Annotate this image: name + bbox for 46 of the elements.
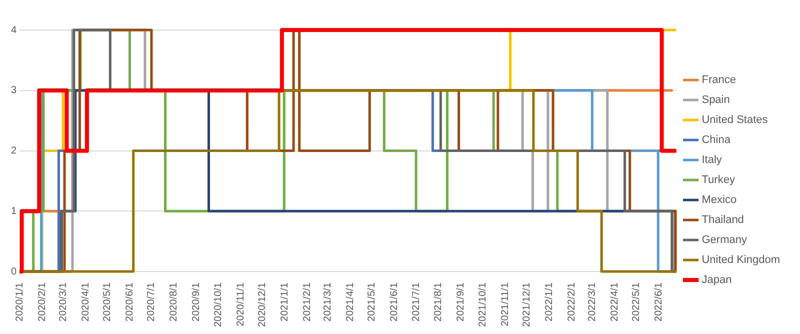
x-tick-label: 2022/6/1 — [654, 282, 665, 322]
x-tick-label: 2020/9/1 — [191, 282, 202, 322]
x-tick-label: 2021/3/1 — [322, 282, 334, 322]
y-tick-label: 0 — [11, 266, 17, 278]
legend-label: France — [702, 74, 736, 86]
legend-label: United States — [702, 114, 768, 126]
x-tick-label: 2021/11/1 — [500, 282, 511, 326]
x-tick-label: 2020/12/1 — [257, 282, 268, 328]
y-tick-label: 4 — [11, 24, 17, 36]
x-tick-label: 2022/2/1 — [566, 282, 578, 322]
x-tick-label: 2020/3/1 — [58, 282, 69, 322]
x-tick-label: 2021/6/1 — [389, 282, 400, 322]
x-tick-label: 2021/8/1 — [433, 282, 444, 322]
x-tick-label: 2020/1/1 — [14, 282, 26, 322]
legend-label: China — [702, 134, 732, 146]
x-tick-label: 2021/10/1 — [477, 282, 488, 328]
x-tick-label: 2022/3/1 — [586, 282, 598, 322]
x-tick-label: 2021/5/1 — [366, 282, 378, 322]
y-tick-label: 1 — [11, 206, 17, 217]
x-tick-label: 2021/1/1 — [280, 282, 291, 322]
y-tick-label: 3 — [11, 85, 17, 96]
x-tick-label: 2020/2/1 — [36, 282, 48, 322]
x-tick-label: 2021/4/1 — [344, 282, 356, 322]
x-tick-label: 2020/8/1 — [168, 282, 180, 322]
x-tick-label: 2022/1/1 — [544, 282, 556, 322]
x-tick-label: 2022/5/1 — [631, 282, 642, 322]
x-tick-label: 2022/4/1 — [609, 282, 620, 322]
x-tick-label: 2021/7/1 — [410, 282, 422, 322]
legend-label: Spain — [702, 94, 730, 106]
x-tick-label: 2020/10/1 — [212, 282, 224, 328]
x-tick-label: 2021/12/1 — [522, 282, 533, 328]
legend-label: Japan — [702, 274, 732, 286]
x-tick-label: 2020/6/1 — [124, 282, 136, 322]
x-tick-label: 2020/5/1 — [102, 282, 114, 322]
legend-label: Mexico — [702, 194, 737, 206]
legend-label: United Kingdom — [702, 254, 780, 266]
x-tick-label: 2021/2/1 — [302, 282, 314, 322]
legend-label: Thailand — [702, 214, 744, 226]
y-tick-label: 2 — [11, 146, 17, 157]
x-tick-label: 2020/4/1 — [80, 282, 92, 322]
x-tick-label: 2020/11/1 — [235, 282, 246, 326]
legend-label: Turkey — [702, 174, 736, 186]
legend-label: Italy — [702, 154, 722, 166]
x-tick-label: 2021/9/1 — [456, 282, 467, 322]
x-tick-label: 2020/7/1 — [146, 282, 158, 322]
legend-label: Germany — [702, 234, 748, 246]
